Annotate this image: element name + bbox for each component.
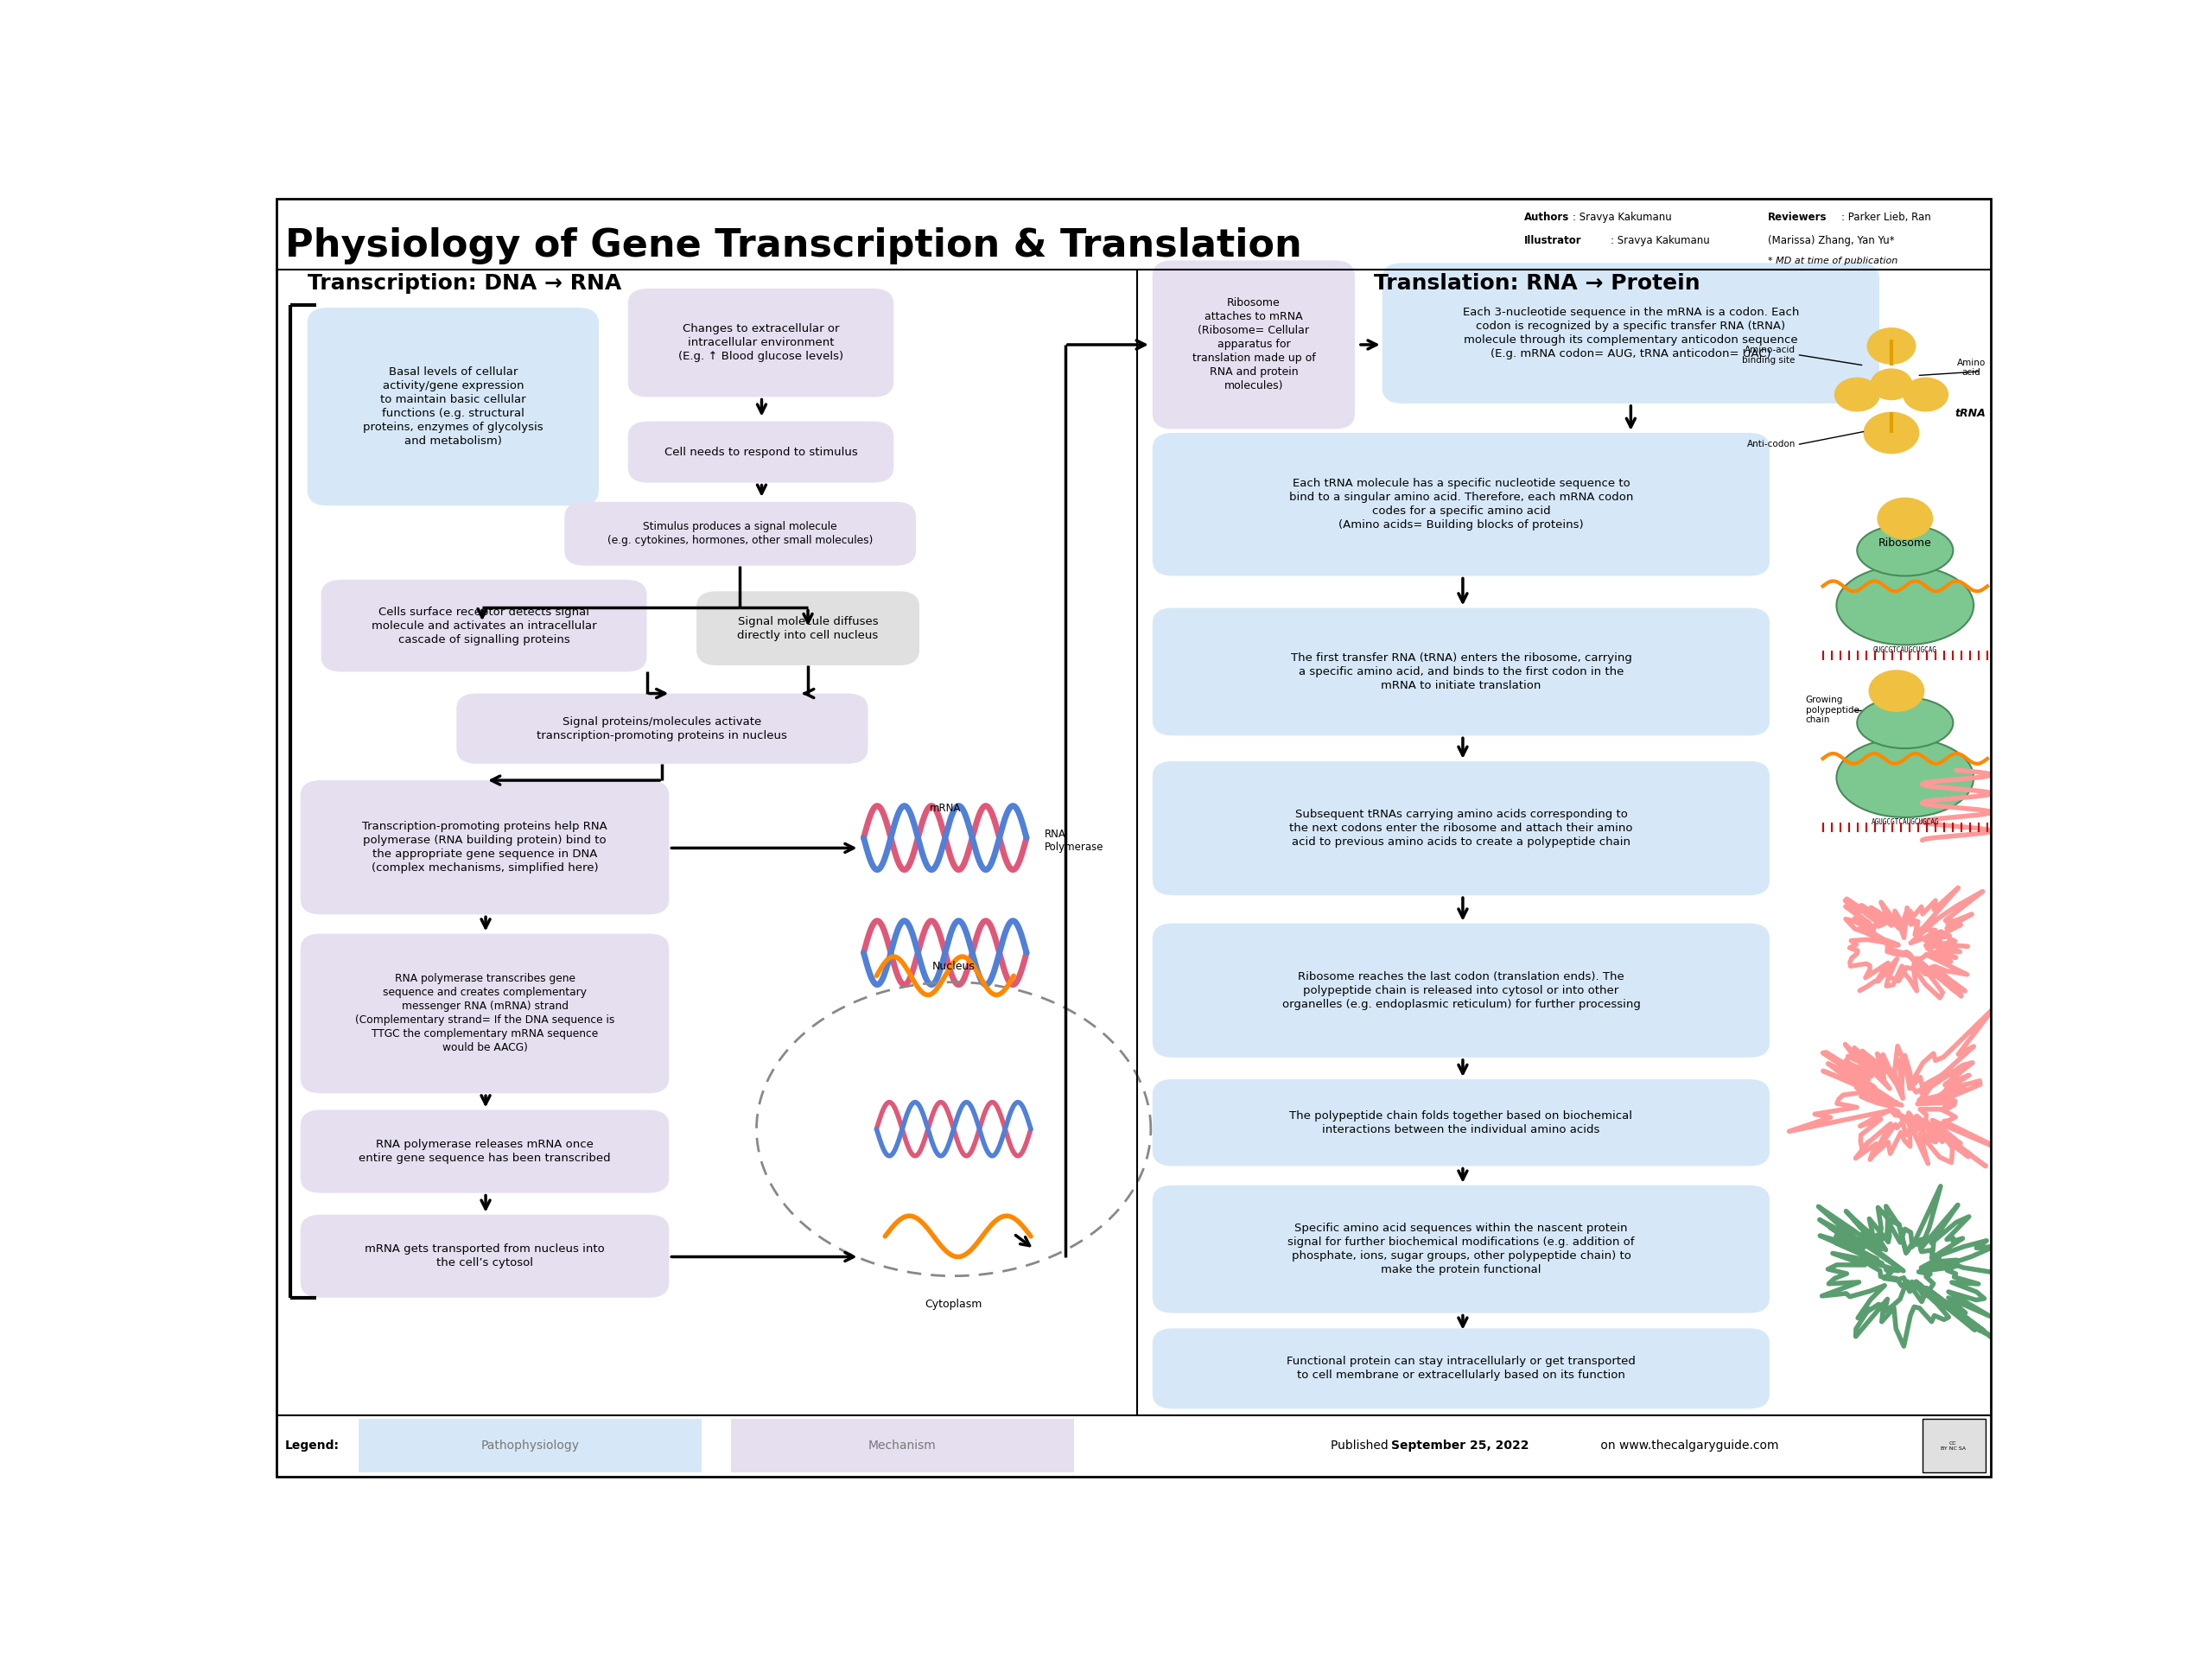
- Text: Growing
polypeptide
chain: Growing polypeptide chain: [1805, 695, 1858, 725]
- Text: RNA polymerase releases mRNA once
entire gene sequence has been transcribed: RNA polymerase releases mRNA once entire…: [358, 1138, 611, 1165]
- Text: Published: Published: [1332, 1440, 1391, 1452]
- FancyBboxPatch shape: [697, 591, 920, 665]
- FancyBboxPatch shape: [1152, 924, 1770, 1057]
- Text: Amino
acid: Amino acid: [1958, 358, 1986, 377]
- Text: Authors: Authors: [1524, 212, 1571, 222]
- Text: Nucleus: Nucleus: [931, 961, 975, 972]
- FancyBboxPatch shape: [301, 1110, 668, 1193]
- Text: (Marissa) Zhang, Yan Yu*: (Marissa) Zhang, Yan Yu*: [1767, 236, 1896, 246]
- Text: * MD at time of publication: * MD at time of publication: [1767, 257, 1898, 265]
- Text: Specific amino acid sequences within the nascent protein
signal for further bioc: Specific amino acid sequences within the…: [1287, 1223, 1635, 1276]
- Text: AGUGCGTCAUGCUGCAG: AGUGCGTCAUGCUGCAG: [1871, 818, 1940, 826]
- FancyBboxPatch shape: [1152, 1185, 1770, 1312]
- Ellipse shape: [1836, 738, 1973, 818]
- Text: Anti-codon: Anti-codon: [1747, 440, 1796, 448]
- FancyBboxPatch shape: [358, 1418, 701, 1473]
- FancyBboxPatch shape: [1152, 433, 1770, 576]
- Circle shape: [1902, 378, 1949, 411]
- Text: on www.thecalgaryguide.com: on www.thecalgaryguide.com: [1597, 1440, 1778, 1452]
- Circle shape: [1865, 413, 1918, 453]
- Text: Each tRNA molecule has a specific nucleotide sequence to
bind to a singular amin: Each tRNA molecule has a specific nucleo…: [1290, 478, 1632, 531]
- Text: September 25, 2022: September 25, 2022: [1391, 1440, 1528, 1452]
- Circle shape: [1869, 670, 1924, 712]
- FancyBboxPatch shape: [564, 501, 916, 566]
- FancyBboxPatch shape: [1382, 264, 1880, 403]
- FancyBboxPatch shape: [301, 780, 668, 914]
- Text: Cells surface receptor detects signal
molecule and activates an intracellular
ca: Cells surface receptor detects signal mo…: [372, 606, 597, 645]
- FancyBboxPatch shape: [1152, 607, 1770, 735]
- Circle shape: [1878, 498, 1933, 539]
- Circle shape: [1871, 368, 1911, 400]
- Text: Transcription: DNA → RNA: Transcription: DNA → RNA: [307, 274, 622, 294]
- Ellipse shape: [1858, 697, 1953, 748]
- Text: Translation: RNA → Protein: Translation: RNA → Protein: [1374, 274, 1701, 294]
- Text: Functional protein can stay intracellularly or get transported
to cell membrane : Functional protein can stay intracellula…: [1287, 1355, 1635, 1380]
- Text: RNA
Polymerase: RNA Polymerase: [1044, 828, 1104, 853]
- Circle shape: [1867, 328, 1916, 363]
- Text: Ribosome reaches the last codon (translation ends). The
polypeptide chain is rel: Ribosome reaches the last codon (transla…: [1281, 971, 1641, 1010]
- Text: RNA polymerase transcribes gene
sequence and creates complementary
messenger RNA: RNA polymerase transcribes gene sequence…: [354, 974, 615, 1053]
- Text: Signal proteins/molecules activate
transcription-promoting proteins in nucleus: Signal proteins/molecules activate trans…: [538, 717, 787, 742]
- Text: : Parker Lieb, Ran: : Parker Lieb, Ran: [1843, 212, 1931, 222]
- Text: Illustrator: Illustrator: [1524, 236, 1582, 246]
- Text: Amino-acid
binding site: Amino-acid binding site: [1743, 345, 1796, 365]
- Text: Basal levels of cellular
activity/gene expression
to maintain basic cellular
fun: Basal levels of cellular activity/gene e…: [363, 367, 544, 446]
- Ellipse shape: [1836, 566, 1973, 645]
- Text: Ribosome: Ribosome: [1878, 538, 1931, 549]
- FancyBboxPatch shape: [1152, 761, 1770, 896]
- Text: The polypeptide chain folds together based on biochemical
interactions between t: The polypeptide chain folds together bas…: [1290, 1110, 1632, 1135]
- FancyBboxPatch shape: [730, 1418, 1073, 1473]
- Text: The first transfer RNA (tRNA) enters the ribosome, carrying
a specific amino aci: The first transfer RNA (tRNA) enters the…: [1290, 652, 1632, 692]
- Circle shape: [1834, 378, 1880, 411]
- FancyBboxPatch shape: [1152, 260, 1354, 430]
- FancyBboxPatch shape: [307, 307, 599, 506]
- Text: tRNA: tRNA: [1955, 408, 1986, 420]
- Text: Legend:: Legend:: [285, 1440, 338, 1452]
- Text: Reviewers: Reviewers: [1767, 212, 1827, 222]
- Text: Ribosome
attaches to mRNA
(Ribosome= Cellular
apparatus for
translation made up : Ribosome attaches to mRNA (Ribosome= Cel…: [1192, 297, 1316, 392]
- Text: Mechanism: Mechanism: [867, 1440, 936, 1452]
- Text: Signal molecule diffuses
directly into cell nucleus: Signal molecule diffuses directly into c…: [737, 615, 878, 640]
- FancyBboxPatch shape: [628, 289, 894, 397]
- Text: : Sravya Kakumanu: : Sravya Kakumanu: [1610, 236, 1710, 246]
- Text: Each 3-nucleotide sequence in the mRNA is a codon. Each
codon is recognized by a: Each 3-nucleotide sequence in the mRNA i…: [1462, 307, 1798, 360]
- FancyBboxPatch shape: [1152, 1329, 1770, 1408]
- Text: Stimulus produces a signal molecule
(e.g. cytokines, hormones, other small molec: Stimulus produces a signal molecule (e.g…: [608, 521, 874, 546]
- Text: Cytoplasm: Cytoplasm: [925, 1299, 982, 1311]
- Text: : Sravya Kakumanu: : Sravya Kakumanu: [1573, 212, 1672, 222]
- FancyBboxPatch shape: [1152, 1080, 1770, 1166]
- Text: Cell needs to respond to stimulus: Cell needs to respond to stimulus: [664, 446, 858, 458]
- Text: mRNA: mRNA: [929, 803, 960, 813]
- FancyBboxPatch shape: [301, 1214, 668, 1297]
- Text: GUGCGTCAUGCUGCAG: GUGCGTCAUGCUGCAG: [1874, 647, 1938, 654]
- Text: Changes to extracellular or
intracellular environment
(E.g. ↑ Blood glucose leve: Changes to extracellular or intracellula…: [679, 324, 843, 362]
- FancyBboxPatch shape: [628, 421, 894, 483]
- Text: mRNA gets transported from nucleus into
the cell’s cytosol: mRNA gets transported from nucleus into …: [365, 1244, 604, 1269]
- Text: Pathophysiology: Pathophysiology: [480, 1440, 580, 1452]
- FancyBboxPatch shape: [1922, 1418, 1986, 1473]
- Text: Subsequent tRNAs carrying amino acids corresponding to
the next codons enter the: Subsequent tRNAs carrying amino acids co…: [1290, 810, 1632, 848]
- FancyBboxPatch shape: [301, 934, 668, 1093]
- Text: Transcription-promoting proteins help RNA
polymerase (RNA building protein) bind: Transcription-promoting proteins help RN…: [363, 821, 608, 874]
- Text: CC
BY NC SA: CC BY NC SA: [1940, 1442, 1966, 1450]
- Ellipse shape: [1858, 524, 1953, 576]
- FancyBboxPatch shape: [321, 579, 646, 672]
- FancyBboxPatch shape: [456, 693, 867, 763]
- Text: Physiology of Gene Transcription & Translation: Physiology of Gene Transcription & Trans…: [285, 227, 1303, 264]
